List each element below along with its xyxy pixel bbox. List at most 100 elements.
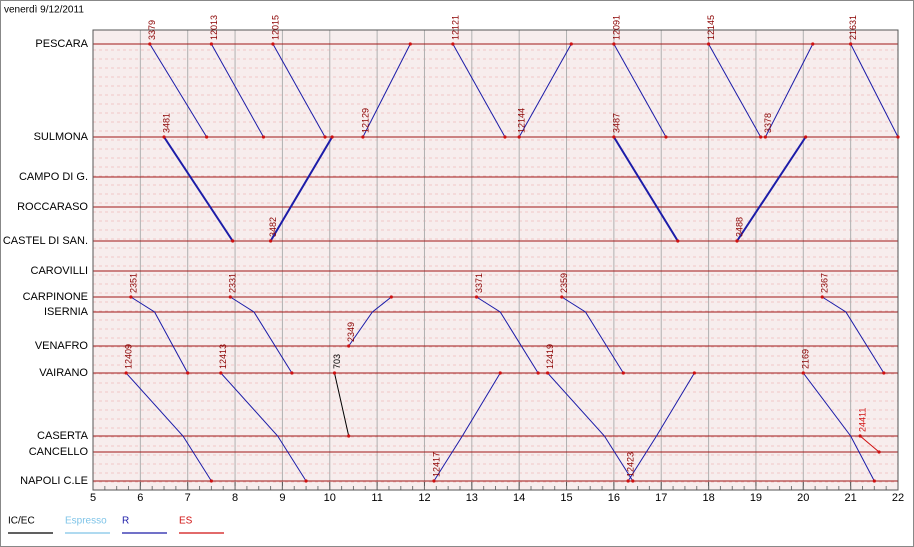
train-line [764, 43, 814, 138]
train-line [130, 296, 189, 374]
train-line [269, 136, 333, 242]
station-label: NAPOLI C.LE [20, 475, 88, 487]
train-line [272, 43, 326, 138]
x-tick-label: 6 [137, 492, 143, 504]
station-label: CASTEL DI SAN. [3, 235, 88, 247]
train-number: 12013 [209, 15, 219, 40]
train-number: 3371 [474, 273, 484, 293]
train-end [612, 135, 616, 139]
train-line [149, 43, 208, 138]
station-label: SULMONA [34, 131, 89, 143]
x-tick-label: 18 [702, 492, 714, 504]
train-end [408, 42, 412, 46]
train-line [210, 43, 264, 138]
train-end [626, 479, 630, 483]
train-end [631, 479, 635, 483]
legend-label: IC/EC [8, 516, 35, 527]
train-end [330, 135, 334, 139]
train-number: 12409 [124, 344, 134, 369]
train-end [664, 135, 668, 139]
station-label: ISERNIA [44, 306, 89, 318]
train-end [261, 135, 266, 139]
train-end [474, 295, 479, 299]
train-end [231, 239, 235, 243]
train-end [560, 295, 564, 299]
x-tick-label: 16 [608, 492, 620, 504]
train-end [205, 135, 209, 139]
train-number: 2349 [346, 322, 356, 342]
train-end [271, 42, 275, 46]
train-line [476, 296, 539, 374]
train-number: 3487 [611, 113, 621, 133]
train-end [621, 371, 625, 375]
train-end [451, 42, 455, 46]
x-tick-label: 17 [655, 492, 667, 504]
train-end [129, 295, 133, 299]
train-line [433, 372, 501, 482]
train-line [362, 43, 411, 138]
legend-label: R [122, 516, 129, 527]
train-end [569, 42, 573, 46]
train-number: 703 [332, 354, 342, 369]
x-tick-label: 15 [560, 492, 572, 504]
train-line [802, 372, 875, 482]
train-number: 12145 [706, 15, 716, 40]
station-label: VAIRANO [39, 367, 88, 379]
chart-title: venerdì 9/12/2011 [4, 5, 84, 16]
train-end [804, 135, 808, 139]
train-number: 12419 [545, 344, 555, 369]
train-number: 3482 [268, 217, 278, 237]
train-line [859, 435, 880, 453]
train-number: 12423 [625, 452, 635, 477]
train-end [209, 42, 213, 46]
train-number: 24411 [857, 408, 867, 432]
train-number: 12417 [431, 452, 441, 477]
train-number: 2169 [801, 349, 811, 369]
train-number: 12015 [270, 15, 280, 40]
train-end [162, 135, 166, 139]
station-label: CASERTA [37, 430, 89, 442]
train-number: 12121 [450, 15, 460, 40]
station-label: CAROVILLI [31, 265, 88, 277]
legend-label: Espresso [65, 516, 107, 527]
station-label: CANCELLO [29, 446, 89, 458]
x-tick-label: 9 [279, 492, 285, 504]
train-end [858, 434, 862, 438]
train-number: 12091 [611, 15, 621, 40]
train-end [498, 371, 502, 375]
train-end [219, 371, 223, 375]
x-tick-label: 19 [750, 492, 762, 504]
train-number: 21631 [848, 15, 858, 40]
train-end [503, 135, 507, 139]
train-end [209, 479, 213, 483]
train-end [676, 239, 680, 243]
x-tick-label: 14 [513, 492, 525, 504]
train-end [763, 135, 768, 139]
train-end [882, 371, 886, 375]
train-end [706, 42, 711, 46]
train-number: 3379 [147, 20, 157, 40]
train-end [432, 479, 436, 483]
train-line [220, 372, 307, 482]
train-end [872, 479, 876, 483]
train-number: 3488 [734, 217, 744, 237]
train-number: 12129 [360, 108, 370, 133]
train-line [613, 136, 679, 242]
train-end [612, 42, 616, 46]
station-label: CAMPO DI G. [19, 171, 88, 183]
x-tick-label: 11 [371, 492, 382, 504]
x-tick-label: 12 [418, 492, 430, 504]
x-tick-label: 5 [90, 492, 96, 504]
train-end [347, 434, 351, 438]
train-line [348, 296, 392, 347]
station-label: CARPINONE [23, 291, 88, 303]
train-line [334, 372, 350, 437]
train-line [708, 43, 762, 138]
train-line [613, 43, 667, 138]
plot-area [93, 30, 898, 490]
train-end [186, 371, 190, 375]
train-end [536, 371, 540, 375]
train-end [820, 295, 824, 299]
train-line [163, 136, 234, 242]
train-line [850, 43, 899, 138]
